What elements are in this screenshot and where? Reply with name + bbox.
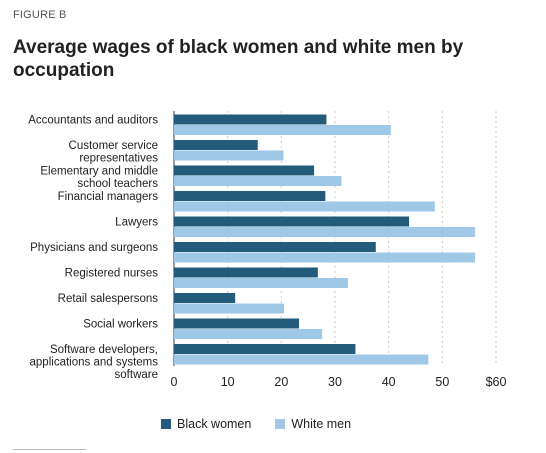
category-labels: Accountants and auditors Customer service… (28, 115, 158, 382)
bar-white-men (174, 150, 284, 161)
bar-white-men (174, 125, 391, 135)
category-label: Lawyers (115, 217, 158, 229)
category-label: Physicians and surgeons (30, 242, 158, 254)
bar-white-men (174, 201, 435, 212)
x-tick-label: 20 (274, 375, 288, 389)
bar-black-women (174, 267, 318, 278)
legend-swatch-white-men (275, 419, 286, 429)
category-label: Registered nurses (65, 268, 159, 280)
bar-black-women (174, 140, 258, 150)
chart-title: Average wages of black women and white m… (13, 37, 464, 81)
bar-black-women (174, 344, 356, 354)
bar-black-women (174, 165, 315, 176)
bar-white-men (174, 176, 342, 186)
bar-white-men (174, 252, 476, 263)
bar-white-men (174, 329, 323, 339)
legend-label-white-men: White men (291, 417, 352, 431)
bar-white-men (174, 303, 285, 314)
category-label: Software developers, applications and sys… (30, 344, 159, 381)
category-label: Retail salespersons (58, 293, 159, 305)
bars (174, 114, 476, 365)
x-tick-label: 0 (171, 375, 178, 389)
bar-black-women (174, 318, 300, 329)
category-label: Customer service representatives (69, 140, 159, 165)
bar-black-women (174, 216, 410, 227)
legend: Black women White men (161, 417, 375, 431)
category-label: Accountants and auditors (28, 115, 158, 127)
footer-rule (13, 449, 86, 450)
x-tick-label: 30 (328, 375, 342, 389)
x-tick-label: $60 (486, 375, 507, 389)
x-tick-label: 40 (382, 375, 396, 389)
legend-item-white-men: White men (275, 417, 351, 431)
legend-label-black-women: Black women (177, 417, 252, 431)
x-tick-label: 50 (435, 375, 449, 389)
bar-white-men (174, 354, 429, 365)
x-tick-labels: 0 10 20 30 40 50 $60 (171, 375, 507, 389)
legend-item-black-women: Black women (161, 417, 251, 431)
bar-black-women (174, 191, 326, 201)
category-label: Financial managers (58, 191, 159, 203)
category-label: Social workers (83, 319, 158, 331)
legend-swatch-black-women (161, 419, 171, 429)
bar-black-women (174, 114, 327, 125)
bar-black-women (174, 242, 376, 252)
bar-white-men (174, 278, 348, 288)
figure-label: FIGURE B (13, 9, 67, 21)
bar-white-men (174, 227, 476, 237)
bar-black-women (174, 293, 236, 303)
x-tick-label: 10 (221, 375, 235, 389)
category-label: Elementary and middle school teachers (40, 166, 158, 191)
